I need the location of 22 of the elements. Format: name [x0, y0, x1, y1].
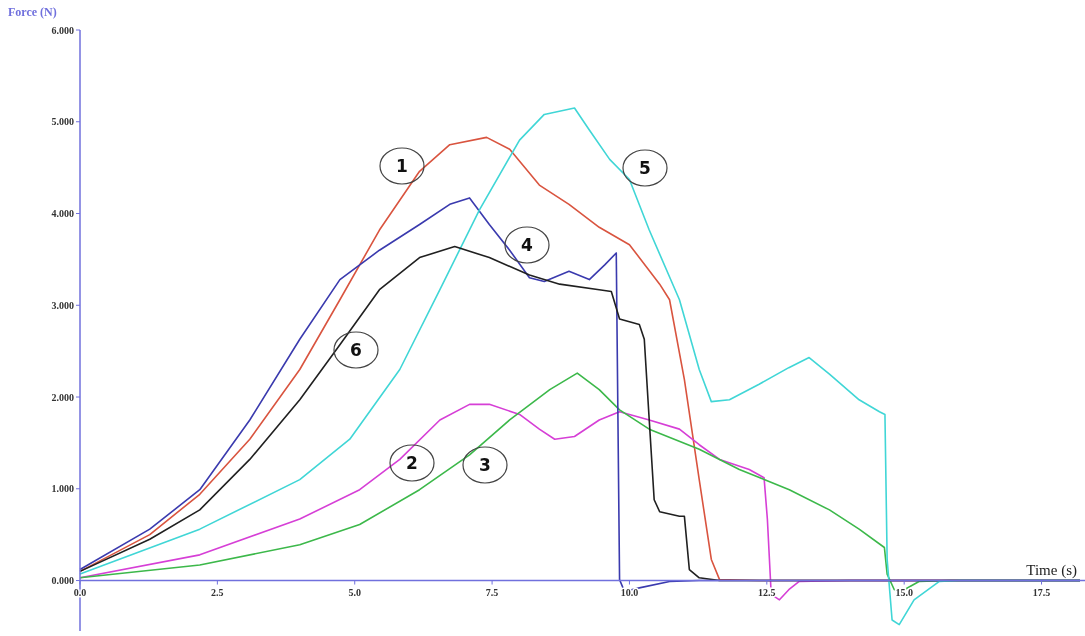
x-tick-label: 10.0 — [620, 586, 639, 598]
y-tick-label: 2.000 — [51, 391, 74, 403]
series-label: 1 — [396, 155, 408, 176]
x-tick-label: 0.0 — [73, 586, 87, 598]
y-tick-label: 6.000 — [51, 24, 74, 36]
y-tick-label: 5.000 — [51, 116, 74, 128]
y-tick-label: 0.000 — [51, 575, 74, 587]
series-label: 6 — [350, 339, 362, 360]
y-tick-label: 4.000 — [51, 208, 74, 220]
y-axis-title: Force (N) — [8, 5, 57, 19]
x-tick-label: 17.5 — [1032, 586, 1051, 598]
series-label: 4 — [521, 234, 534, 255]
y-tick-label: 3.000 — [51, 299, 74, 311]
x-tick-label: 7.5 — [485, 586, 499, 598]
x-tick-label: 2.5 — [211, 586, 224, 598]
x-axis-title: Time (s) — [1026, 561, 1077, 579]
series-label: 5 — [639, 157, 651, 178]
y-tick-label: 1.000 — [51, 483, 74, 495]
series-label: 2 — [406, 452, 418, 473]
x-tick-label: 15.0 — [895, 586, 913, 598]
series-label: 3 — [479, 454, 491, 475]
x-tick-label: 5.0 — [348, 586, 361, 598]
